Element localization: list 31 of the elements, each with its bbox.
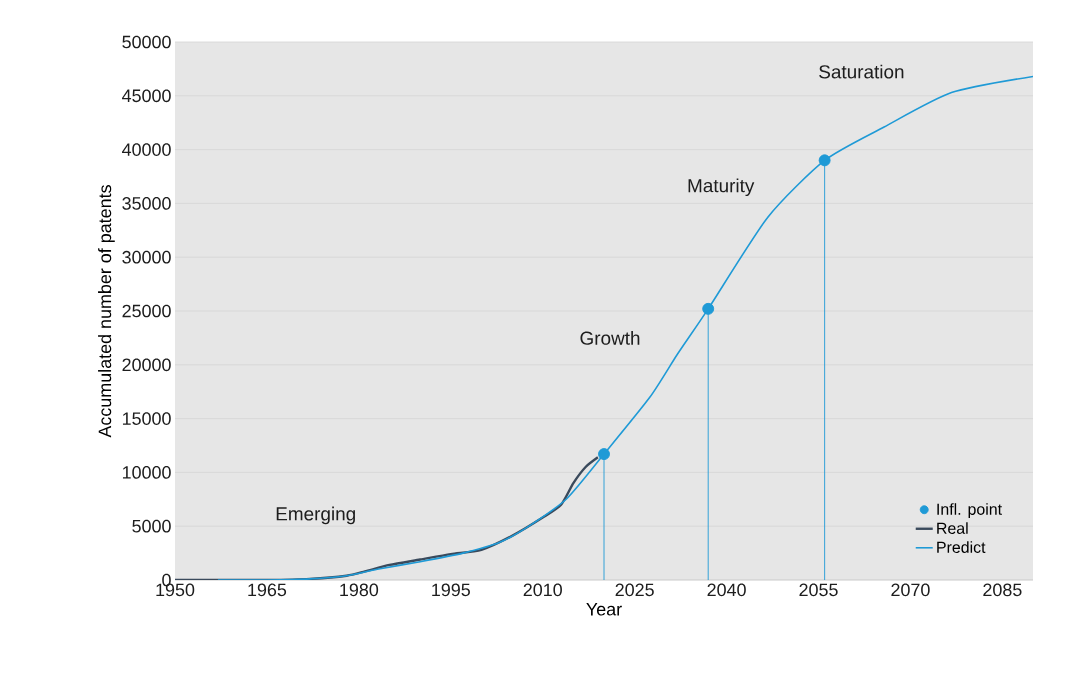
x-tick-label: 1980 <box>340 583 379 597</box>
y-tick-label: 15000 <box>122 412 171 425</box>
point <box>818 154 831 167</box>
y-tick-label: 45000 <box>122 89 171 103</box>
y-tick-label: 5000 <box>132 519 171 533</box>
annotation: Maturity <box>688 178 755 197</box>
x-axis-title: Year <box>586 603 622 616</box>
x-tick-label: 1995 <box>432 583 470 597</box>
x-tick-label: 2010 <box>523 583 562 597</box>
x-tick-label: 2085 <box>983 583 1022 597</box>
annotation: Saturation <box>819 64 904 79</box>
x-tick-label: 1965 <box>248 583 287 597</box>
y-tick-label: 20000 <box>122 358 171 372</box>
x-tick-label: 2025 <box>615 583 654 597</box>
y-tick-label: 40000 <box>122 143 171 156</box>
y-tick-label: 35000 <box>122 197 171 210</box>
y-tick-label: 30000 <box>122 250 171 264</box>
y-axis-title: Accumulated number of patents <box>98 185 115 438</box>
y-tick-label: 10000 <box>122 466 171 479</box>
point <box>598 448 610 461</box>
y-tick-label: 50000 <box>122 35 171 49</box>
x-tick-label: 2070 <box>891 583 930 597</box>
point <box>702 302 715 315</box>
legend-label: Real <box>937 522 968 534</box>
x-tick-label: 2055 <box>799 583 838 597</box>
x-tick-label: 2040 <box>707 583 746 597</box>
y-tick-label: 25000 <box>122 304 171 318</box>
legend-label: Infl. point <box>937 503 1002 519</box>
annotation: Growth <box>580 330 640 345</box>
legend-label: Predict <box>937 541 986 553</box>
annotation: Emerging <box>276 506 355 525</box>
